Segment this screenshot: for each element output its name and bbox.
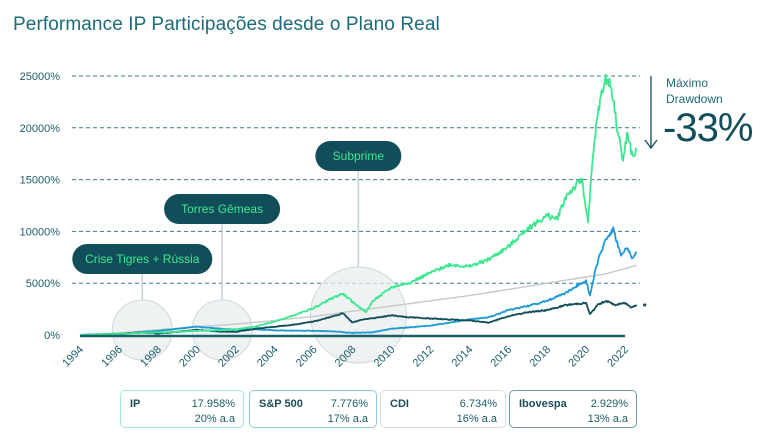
y-tick-label: 0% xyxy=(44,330,60,342)
annotation-label: Subprime xyxy=(333,149,385,163)
annotation-label: Crise Tigres + Rússia xyxy=(85,252,200,266)
legend-card-sp500: S&P 500 7.776% 17% a.a xyxy=(249,390,377,428)
series-lines xyxy=(79,73,647,336)
legend-card-ip: IP 17.958% 20% a.a xyxy=(120,390,244,428)
legend-card-annual: 20% a.a xyxy=(194,413,235,425)
legend-card-name: Ibovespa xyxy=(519,398,567,410)
legend-card-name: IP xyxy=(130,398,141,410)
event-highlights xyxy=(111,266,407,364)
legend-card-name: S&P 500 xyxy=(259,398,303,410)
x-tick-label: 2006 xyxy=(294,344,320,370)
legend-card-ibovespa: Ibovespa 2.929% 13% a.a xyxy=(509,390,637,428)
x-tick-label: 2022 xyxy=(605,344,631,370)
x-tick-label: 2004 xyxy=(255,344,281,370)
chart-title: Performance IP Participações desde o Pla… xyxy=(13,14,440,35)
drawdown-value: -33% xyxy=(663,106,753,150)
legend-card-name: CDI xyxy=(390,398,409,410)
series-end-marker xyxy=(643,303,647,307)
event-annotations: Crise Tigres + Rússia Torres Gêmeas Subpri… xyxy=(72,141,402,300)
x-tick-label: 2016 xyxy=(489,344,515,370)
x-tick-label: 2014 xyxy=(450,344,476,370)
y-tick-label: 10000% xyxy=(20,226,61,238)
drawdown-label: Máximo Drawdown xyxy=(666,75,723,107)
y-tick-label: 20000% xyxy=(20,123,61,135)
legend-card-annual: 16% a.a xyxy=(456,413,497,425)
annotation-bubble xyxy=(315,141,402,171)
legend-card-total: 7.776% xyxy=(330,398,368,410)
x-tick-label: 1994 xyxy=(60,344,86,370)
legend-card-total: 17.958% xyxy=(191,398,235,410)
legend-card-annual: 13% a.a xyxy=(587,413,628,425)
legend-card-cdi: CDI 6.734% 16% a.a xyxy=(380,390,506,428)
x-tick-label: 2012 xyxy=(411,344,437,370)
legend-card-annual: 17% a.a xyxy=(327,413,368,425)
y-tick-label: 25000% xyxy=(20,71,61,83)
series-line-s-p-500 xyxy=(79,226,638,336)
drawdown-label-line2: Drawdown xyxy=(666,92,723,106)
legend-card-total: 6.734% xyxy=(459,398,497,410)
annotation-bubble xyxy=(164,194,281,224)
y-tick-label: 5000% xyxy=(26,278,60,290)
legend-card-total: 2.929% xyxy=(590,398,628,410)
drawdown-label-line1: Máximo xyxy=(666,76,709,90)
arrow-down-icon xyxy=(644,76,658,150)
x-tick-label: 2018 xyxy=(527,344,553,370)
x-tick-label: 2020 xyxy=(566,344,592,370)
annotation-bubble xyxy=(72,244,213,274)
series-line-ip xyxy=(79,73,638,336)
y-tick-label: 15000% xyxy=(20,175,61,187)
y-axis-ticks: 0% 5000% 10000% 15000% 20000% 25000% xyxy=(20,71,61,342)
annotation-label: Torres Gêmeas xyxy=(181,202,263,216)
